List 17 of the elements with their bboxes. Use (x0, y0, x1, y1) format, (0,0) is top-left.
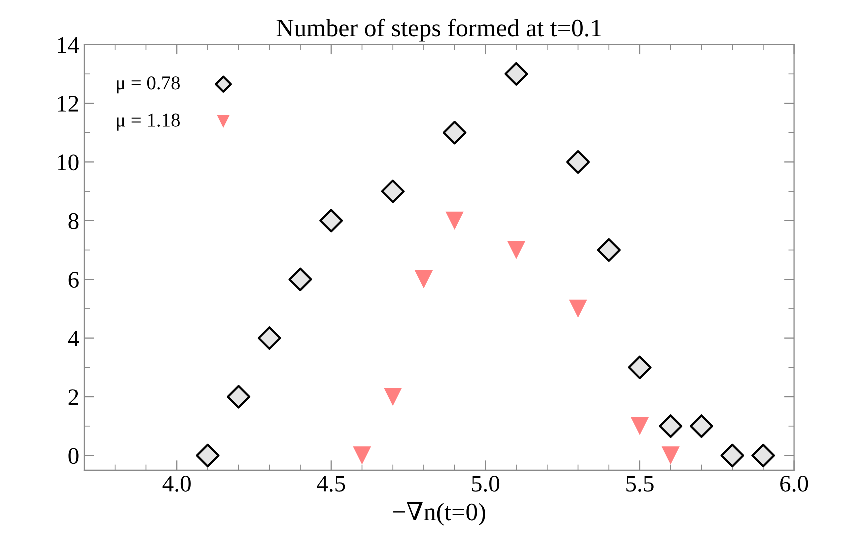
y-tick-label: 0 (68, 448, 79, 464)
x-axis-title: −∇n(t=0) (394, 502, 486, 526)
y-tick-label: 8 (68, 213, 79, 230)
legend-label: μ = 1.18 (117, 114, 180, 131)
y-tick-label: 4 (68, 330, 80, 347)
y-tick-label: 2 (68, 390, 78, 406)
legend-label: μ = 0.78 (117, 76, 180, 94)
y-tick-label: 12 (58, 96, 78, 112)
chart-title: Number of steps formed at t=0.1 (276, 18, 602, 42)
y-tick-label: 6 (68, 272, 79, 288)
y-tick-label: 14 (58, 37, 80, 53)
x-tick-label: 4.5 (317, 476, 346, 492)
x-tick-label: 5.0 (472, 476, 500, 492)
x-tick-label: 4.0 (162, 476, 191, 492)
x-tick-label: 6.0 (780, 476, 808, 492)
y-tick-label: 10 (58, 154, 79, 171)
x-tick-label: 5.5 (626, 476, 654, 492)
